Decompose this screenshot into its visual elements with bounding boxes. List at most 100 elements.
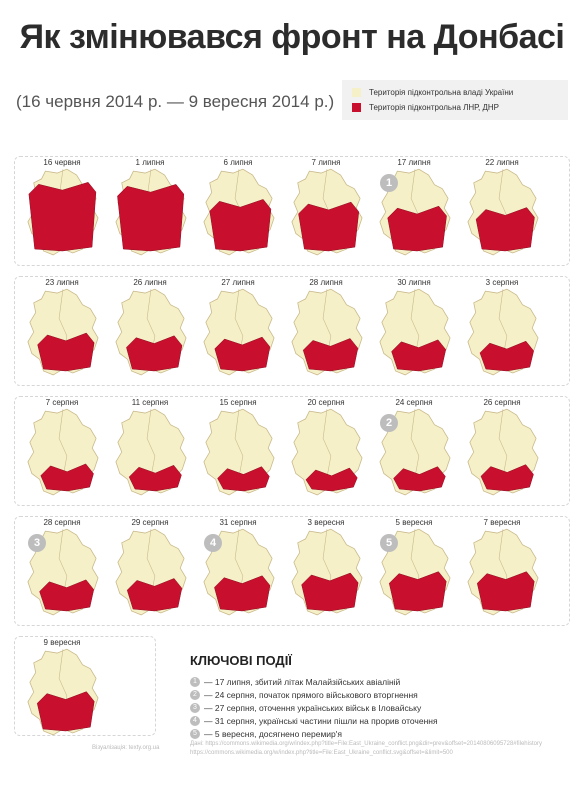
separatist-controlled-area: [302, 338, 359, 372]
separatist-controlled-area: [36, 691, 95, 732]
oblast-border: [498, 409, 508, 478]
region-map: [27, 288, 99, 376]
map-cell: 28 серпня 3: [18, 518, 106, 628]
map-date: 24 серпня: [395, 398, 433, 407]
event-number: 5: [190, 729, 200, 739]
map-date: 11 серпня: [131, 398, 169, 407]
separatist-controlled-area: [475, 207, 535, 252]
oblast-border: [146, 409, 156, 478]
separatist-controlled-area: [117, 184, 185, 252]
event-item: 4 — 31 серпня, українські частини пішли н…: [190, 716, 438, 726]
region-map: [379, 288, 451, 376]
oblast-border: [322, 409, 332, 478]
map-date: 26 серпня: [483, 398, 521, 407]
oblast-border: [410, 409, 420, 478]
map-date: 15 серпня: [219, 398, 257, 407]
map-cell: 7 вересня: [458, 518, 546, 628]
map-date: 20 серпня: [307, 398, 345, 407]
separatist-controlled-area: [387, 205, 447, 252]
region-map: [379, 168, 451, 256]
map-date: 28 серпня: [43, 518, 81, 527]
map-date: 3 вересня: [307, 518, 345, 527]
separatist-controlled-area: [28, 182, 97, 252]
region-map: [379, 408, 451, 496]
legend-swatch-separatist: [352, 103, 361, 112]
separatist-controlled-area: [214, 575, 271, 612]
separatist-controlled-area: [391, 339, 447, 372]
region-map: [27, 168, 99, 256]
map-cell: 27 липня: [194, 278, 282, 388]
region-map: [291, 528, 363, 616]
separatist-controlled-area: [480, 464, 534, 492]
event-marker: 3: [28, 534, 46, 552]
event-number: 1: [190, 677, 200, 687]
oblast-border: [498, 289, 508, 358]
region-map: [467, 528, 539, 616]
map-date: 23 липня: [45, 278, 79, 287]
oblast-border: [58, 409, 68, 478]
map-cell: 26 серпня: [458, 398, 546, 508]
region-map: [291, 288, 363, 376]
separatist-controlled-area: [126, 578, 183, 612]
footer-source: Дані: https://commons.wikimedia.org/w/in…: [190, 741, 542, 756]
page-title: Як змінювався фронт на Донбасі: [19, 18, 565, 56]
oblast-border: [410, 289, 420, 358]
map-cell: 28 липня: [282, 278, 370, 388]
map-date: 30 липня: [397, 278, 431, 287]
legend-item-ukraine: Територія підконтрольна владі України: [352, 88, 513, 97]
oblast-border: [58, 529, 68, 598]
separatist-controlled-area: [214, 336, 271, 372]
event-marker: 5: [380, 534, 398, 552]
region-map: [115, 168, 187, 256]
separatist-controlled-area: [305, 467, 358, 492]
map-cell: 3 вересня: [282, 518, 370, 628]
map-date: 7 липня: [311, 158, 341, 167]
separatist-controlled-area: [388, 571, 447, 612]
map-row-frame: [14, 396, 570, 506]
map-cell: 9 вересня: [18, 638, 106, 748]
map-row-frame: [14, 636, 156, 736]
separatist-controlled-area: [476, 571, 535, 612]
map-cell: 29 серпня: [106, 518, 194, 628]
map-date: 17 липня: [397, 158, 431, 167]
region-map: [115, 288, 187, 376]
legend-label: Територія підконтрольна ЛНР, ДНР: [369, 103, 499, 112]
map-date: 7 вересня: [483, 518, 521, 527]
event-number: 4: [190, 716, 200, 726]
event-text: — 17 липня, збитий літак Малайзійських а…: [204, 677, 401, 687]
map-cell: 26 липня: [106, 278, 194, 388]
region-map: [27, 528, 99, 616]
region-map: [115, 408, 187, 496]
map-date: 16 червня: [43, 158, 81, 167]
legend: Територія підконтрольна владі України Те…: [342, 80, 568, 120]
map-row-frame: [14, 276, 570, 386]
region-map: [291, 408, 363, 496]
map-date: 29 серпня: [131, 518, 169, 527]
map-date: 5 вересня: [395, 518, 433, 527]
event-item: 2 — 24 серпня, початок прямого військовог…: [190, 690, 418, 700]
region-map: [467, 288, 539, 376]
map-cell: 7 липня: [282, 158, 370, 268]
separatist-controlled-area: [40, 463, 94, 492]
map-row-frame: [14, 516, 570, 626]
map-cell: 31 серпня 4: [194, 518, 282, 628]
event-text: — 5 вересня, досягнено перемир'я: [204, 729, 342, 739]
map-date: 22 липня: [485, 158, 519, 167]
event-item: 3 — 27 серпня, оточення українських війсь…: [190, 703, 421, 713]
legend-label: Територія підконтрольна владі України: [369, 88, 514, 97]
map-cell: 22 липня: [458, 158, 546, 268]
separatist-controlled-area: [298, 201, 360, 252]
events-title: КЛЮЧОВІ ПОДІЇ: [190, 653, 292, 668]
map-cell: 7 серпня: [18, 398, 106, 508]
region-map: [203, 528, 275, 616]
map-row-frame: [14, 156, 570, 266]
map-date: 28 липня: [309, 278, 343, 287]
region-map: [27, 408, 99, 496]
region-map: [203, 288, 275, 376]
page-subtitle: (16 червня 2014 р. — 9 вересня 2014 р.): [16, 92, 335, 111]
legend-item-separatist: Територія підконтрольна ЛНР, ДНР: [352, 103, 499, 112]
event-number: 2: [190, 690, 200, 700]
map-cell: 30 липня: [370, 278, 458, 388]
map-date: 9 вересня: [43, 638, 81, 647]
map-cell: 24 серпня 2: [370, 398, 458, 508]
